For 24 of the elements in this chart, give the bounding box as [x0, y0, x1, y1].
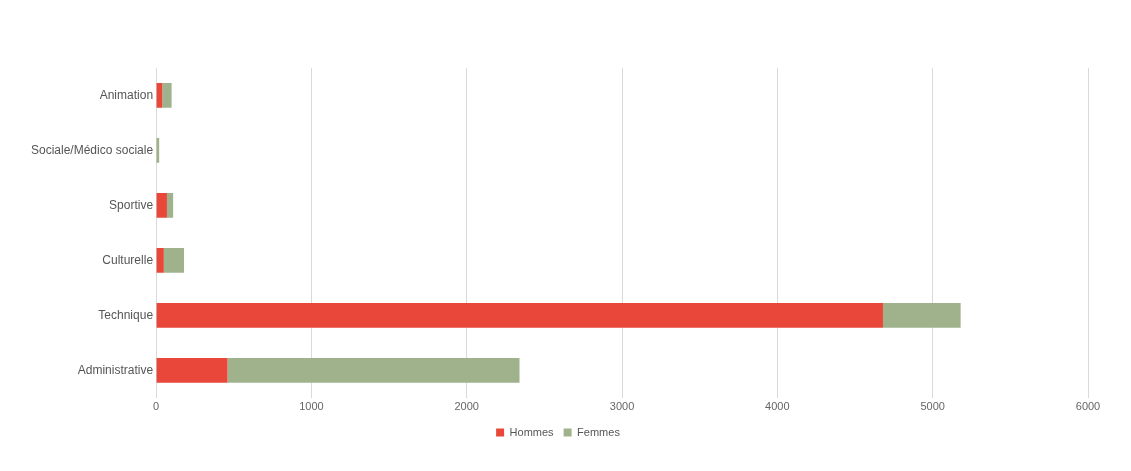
- bar: [227, 357, 520, 383]
- legend-label: Hommes: [509, 425, 555, 438]
- bar: [162, 83, 172, 108]
- y-tick-label: Culturelle: [102, 252, 154, 267]
- x-tick-label: 1000: [299, 400, 324, 413]
- x-tick-label: 2000: [454, 400, 479, 413]
- bar: [156, 357, 228, 383]
- x-tick-label: 3000: [609, 400, 635, 413]
- bar: [166, 193, 174, 218]
- x-tick-label: 5000: [920, 400, 945, 413]
- y-tick-label: Administrative: [77, 362, 154, 377]
- y-tick-label: Sociale/Médico sociale: [31, 142, 154, 157]
- y-tick-label: Technique: [98, 307, 154, 322]
- legend-label: Femmes: [577, 425, 621, 438]
- bar: [163, 248, 185, 273]
- y-tick-label: Sportive: [109, 197, 154, 212]
- x-tick-label: 6000: [1075, 400, 1101, 413]
- y-tick-label: Animation: [99, 87, 154, 102]
- bar: [156, 302, 883, 328]
- bar: [156, 193, 167, 218]
- x-tick-label: 0: [153, 400, 160, 413]
- bar: [156, 248, 164, 273]
- bar: [882, 302, 961, 328]
- x-tick-label: 4000: [765, 400, 790, 413]
